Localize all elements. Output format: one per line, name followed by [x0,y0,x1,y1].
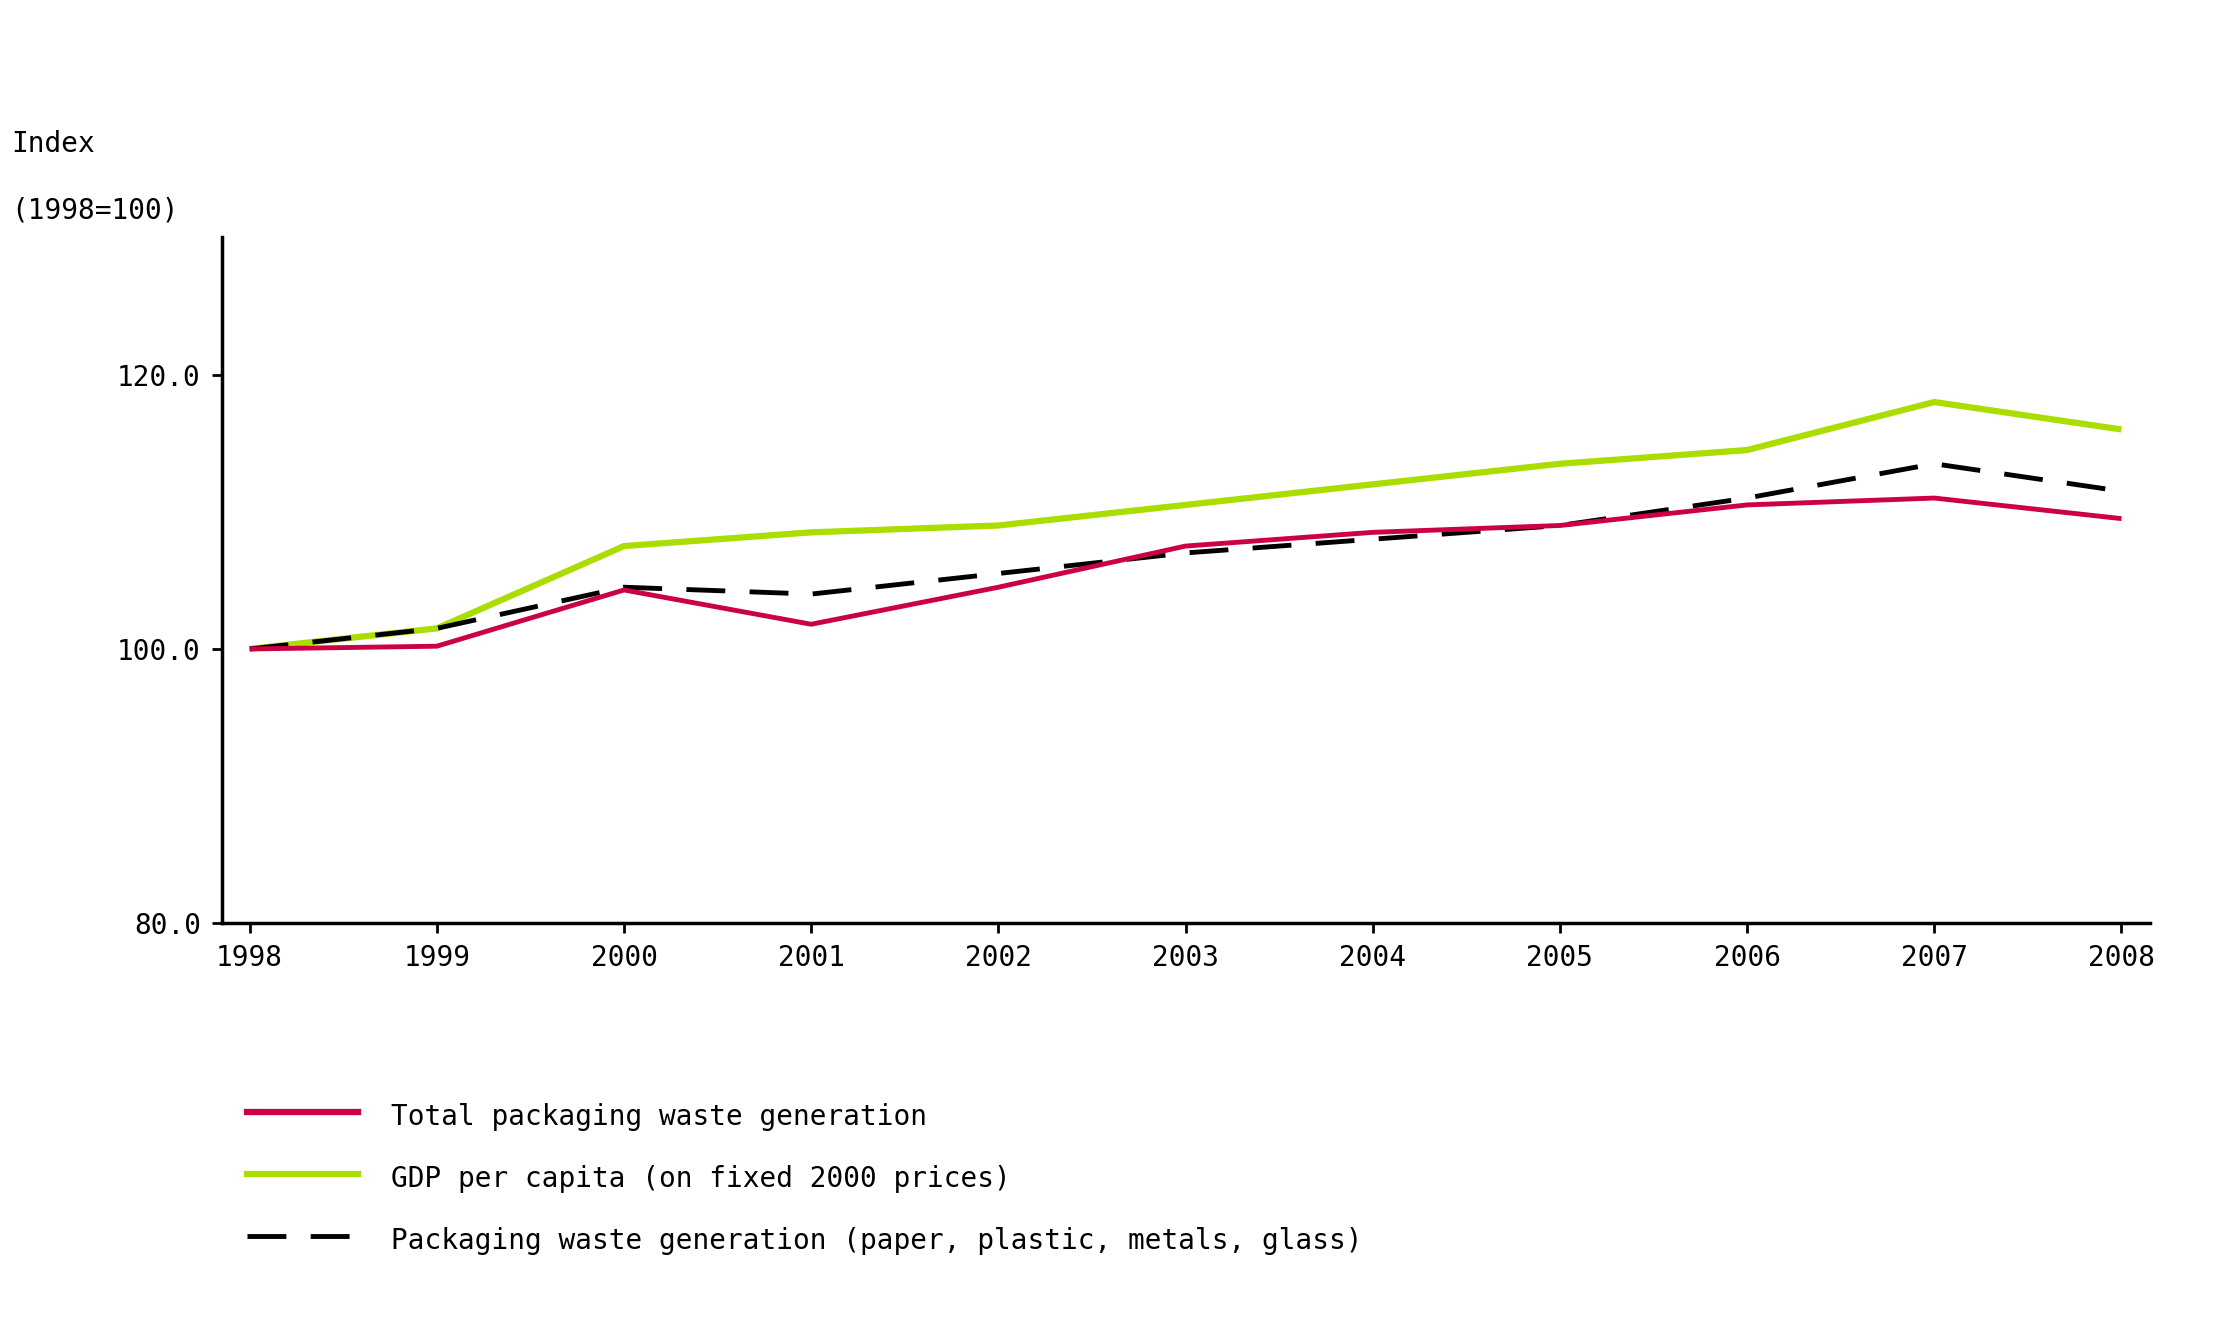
Text: Index: Index [11,131,95,158]
Text: (1998=100): (1998=100) [11,197,179,224]
Legend: Total packaging waste generation, GDP per capita (on fixed 2000 prices), Packagi: Total packaging waste generation, GDP pe… [235,1088,1374,1268]
